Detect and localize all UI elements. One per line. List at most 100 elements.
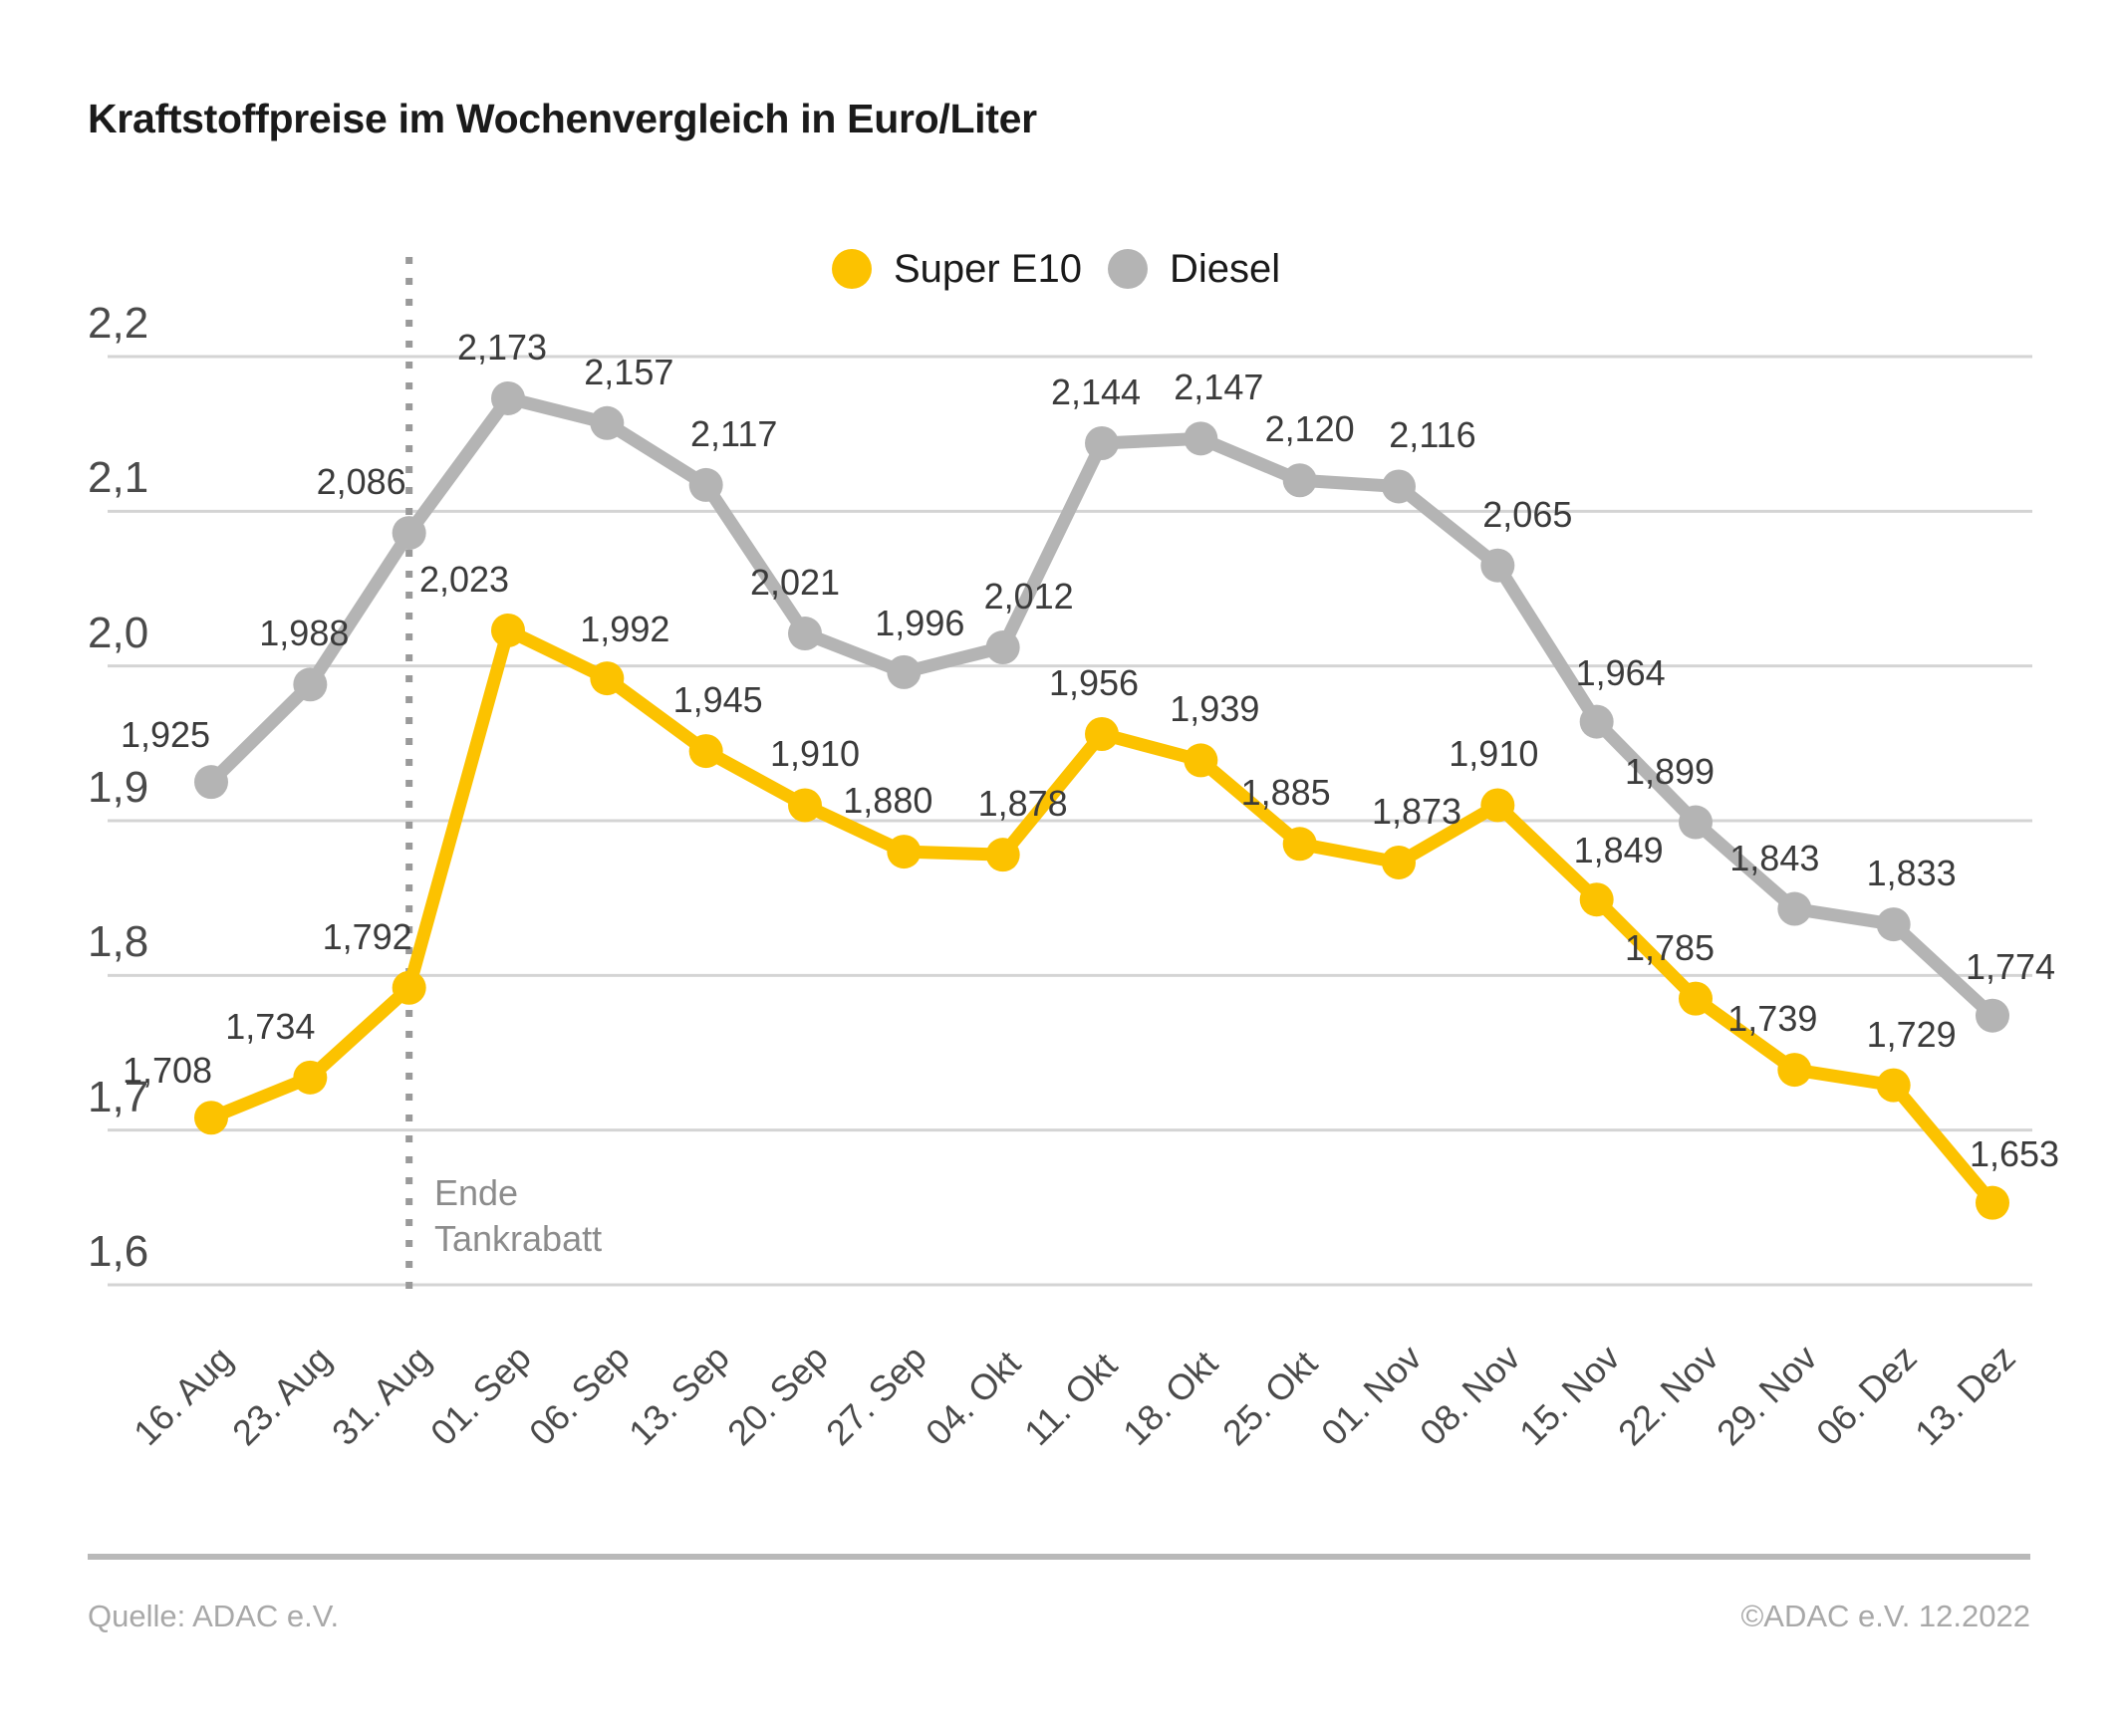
footer-source: Quelle: ADAC e.V. [88,1599,340,1633]
data-point [1382,845,1416,879]
footer-copyright: ©ADAC e.V. 12.2022 [1740,1599,2030,1633]
data-point [1382,469,1416,504]
data-point [392,970,426,1005]
data-point [1579,882,1614,917]
data-point-label: 2,012 [983,576,1074,618]
footer-divider [88,1554,2030,1560]
data-point [1282,827,1317,862]
data-point [1679,981,1713,1016]
data-point-label: 1,729 [1866,1013,1957,1055]
data-point [293,1060,328,1095]
data-point [392,516,426,551]
data-point [1480,788,1515,823]
data-point [194,765,228,800]
data-point-label: 1,956 [1048,662,1140,703]
legend-marker-circle-icon [1108,249,1149,289]
data-point-label: 2,117 [689,412,778,454]
data-point-label: 1,939 [1170,688,1260,730]
data-point-label: 2,147 [1174,367,1264,408]
data-point-label: 1,653 [1969,1132,2060,1174]
data-point [590,661,625,696]
data-point [788,617,822,651]
data-point-label: 1,734 [225,1005,316,1047]
data-point [1282,463,1317,498]
data-point [1976,1185,2009,1220]
data-point-label: 2,173 [456,326,548,368]
data-point-label: 2,086 [316,461,406,503]
data-point-label: 1,833 [1866,853,1957,894]
data-point [1085,425,1119,460]
data-point-label: 1,878 [977,783,1068,825]
page-title: Kraftstoffpreise im Wochenvergleich in E… [88,96,1037,141]
data-point-label: 1,992 [580,609,670,650]
data-point-label: 2,023 [418,558,510,600]
series-line-diesel [204,391,1999,1023]
y-axis-tick-label: 1,8 [88,917,149,967]
data-point-label: 2,021 [749,562,841,604]
data-point [1777,1053,1812,1088]
data-point [688,734,723,769]
data-point [1085,717,1119,752]
data-point-label: 1,996 [875,602,965,643]
data-point-label: 1,885 [1240,772,1331,814]
data-point [1480,548,1515,583]
data-point-label: 1,774 [1965,945,2056,987]
legend-item-diesel: Diesel [1108,249,1280,289]
data-point-label: 2,120 [1264,408,1355,450]
legend-marker-circle-icon [832,249,872,289]
y-axis-tick-label: 2,1 [88,453,149,503]
data-point [887,654,922,689]
data-point-label: 1,945 [672,679,763,721]
data-point-label: 1,849 [1573,830,1664,871]
legend-item-super-e10: Super E10 [832,249,1082,289]
data-point-label: 1,792 [322,915,412,957]
data-point-label: 1,880 [843,780,933,822]
data-point [1579,704,1614,739]
data-point-label: 1,873 [1371,790,1462,832]
data-point-label: 2,157 [584,351,674,392]
data-point-label: 2,065 [1482,493,1573,535]
y-axis-tick-label: 1,7 [88,1072,149,1121]
data-point [985,838,1020,872]
vline-annotation-line2: Tankrabatt [434,1218,603,1260]
data-point [491,613,525,647]
legend-label-super-e10: Super E10 [894,247,1083,291]
data-point [491,380,525,415]
legend-label-diesel: Diesel [1170,247,1281,291]
y-axis-tick-label: 2,0 [88,608,149,657]
data-point [293,667,328,702]
data-point [1184,743,1218,778]
data-point-label: 1,739 [1727,998,1818,1040]
data-point [1976,998,2009,1033]
data-point-label: 1,988 [259,613,350,654]
data-point-label: 1,910 [1449,733,1539,775]
data-point [1184,421,1218,456]
series-line-super-e10 [204,623,1999,1210]
data-point-label: 1,708 [122,1050,213,1092]
data-point [887,835,922,869]
y-axis-tick-label: 1,6 [88,1227,149,1276]
vline-annotation: Ende Tankrabatt [434,1170,602,1262]
data-point-label: 1,910 [769,733,861,775]
data-point [1876,907,1911,942]
data-point-label: 2,116 [1389,414,1476,456]
data-point-label: 1,843 [1729,837,1820,878]
data-point-label: 1,925 [120,714,211,756]
chart-legend: Super E10 Diesel [832,249,1280,289]
data-point-label: 2,144 [1050,371,1142,412]
y-axis-tick-label: 1,9 [88,763,149,812]
data-point-label: 1,964 [1575,651,1666,693]
vline-annotation-line1: Ende [434,1172,519,1213]
data-point [1777,891,1812,926]
data-point [688,467,723,502]
data-point-label: 1,899 [1624,750,1716,792]
data-point [1876,1068,1911,1103]
data-point [194,1101,228,1135]
y-axis-tick-label: 2,2 [88,299,149,348]
data-point-label: 1,785 [1624,926,1716,968]
data-point [1679,805,1713,840]
data-point [985,630,1020,665]
data-point [788,788,822,823]
